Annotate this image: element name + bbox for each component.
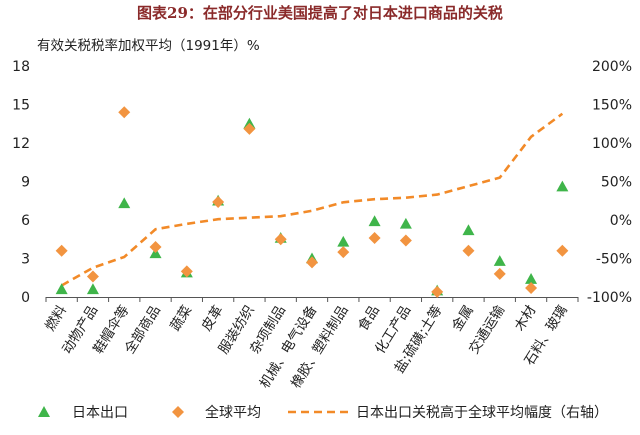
- point-global-average: [212, 196, 225, 209]
- y2-tick-label: 150%: [592, 98, 632, 114]
- point-global-average: [243, 122, 256, 135]
- legend-triangle-marker: [38, 406, 50, 417]
- point-global-average: [274, 233, 287, 246]
- point-japan-export: [399, 217, 412, 229]
- point-global-average: [55, 244, 68, 257]
- y-tick-label: 15: [12, 98, 30, 114]
- legend-label-japan-export: 日本出口: [72, 405, 128, 421]
- y-tick-label: 0: [21, 290, 30, 306]
- point-japan-export: [368, 215, 381, 227]
- x-category-label: 食品: [354, 302, 383, 334]
- point-japan-export: [55, 283, 68, 295]
- point-japan-export: [525, 273, 538, 284]
- point-global-average: [86, 270, 99, 283]
- legend-label-tariff-gap: 日本出口关税高于全球平均幅度（右轴）: [356, 404, 608, 421]
- point-japan-export: [462, 224, 475, 236]
- point-global-average: [462, 244, 475, 257]
- point-japan-export: [493, 255, 506, 266]
- x-category-label: 皮革: [199, 303, 227, 334]
- point-global-average: [556, 244, 569, 257]
- legend: 日本出口 全球平均 日本出口关税高于全球平均幅度（右轴）: [38, 404, 608, 421]
- right-axis-ticks: -100% -50% 0% 50% 100% 150% 200%: [587, 59, 632, 306]
- y2-tick-label: -50%: [596, 252, 632, 268]
- point-japan-export: [86, 283, 99, 295]
- point-global-average: [149, 240, 162, 253]
- point-global-average: [118, 106, 131, 119]
- y-tick-label: 18: [12, 59, 30, 75]
- y-tick-label: 9: [21, 175, 30, 191]
- point-global-average: [493, 267, 506, 280]
- legend-label-global-average: 全球平均: [205, 404, 261, 421]
- x-category-label: 木材: [512, 303, 540, 334]
- y2-tick-label: 0%: [610, 213, 632, 229]
- point-global-average: [337, 246, 350, 259]
- y2-tick-label: -100%: [587, 290, 632, 306]
- point-japan-export: [118, 197, 131, 209]
- left-axis-ticks: 0 3 6 9 12 15 18: [12, 59, 30, 306]
- y2-tick-label: 50%: [601, 175, 632, 191]
- point-global-average: [399, 234, 412, 247]
- x-axis-ticks: [45, 297, 579, 302]
- point-global-average: [306, 256, 318, 269]
- series-marks: [55, 106, 569, 298]
- x-category-label: 蔬菜: [167, 303, 195, 334]
- y-tick-label: 6: [21, 213, 30, 229]
- point-global-average: [431, 285, 444, 298]
- y-axis-title: 有效关税税率加权平均（1991年）%: [37, 37, 260, 54]
- point-japan-export: [556, 180, 569, 192]
- x-category-label: 燃料: [41, 302, 70, 334]
- legend-diamond-marker: [172, 406, 184, 418]
- y-tick-label: 12: [12, 136, 30, 152]
- x-category-label: 金属: [449, 303, 477, 334]
- figure-title: 图表29：在部分行业美国提高了对日本进口商品的关税: [137, 4, 503, 22]
- y-tick-label: 3: [21, 252, 30, 268]
- series-line-layer: [61, 112, 564, 287]
- y2-tick-label: 100%: [592, 136, 632, 152]
- point-global-average: [180, 265, 193, 278]
- point-japan-export: [337, 235, 350, 247]
- point-global-average: [368, 231, 381, 244]
- y2-tick-label: 200%: [592, 59, 632, 75]
- point-global-average: [525, 282, 538, 295]
- series-line-tariff-gap: [61, 112, 564, 287]
